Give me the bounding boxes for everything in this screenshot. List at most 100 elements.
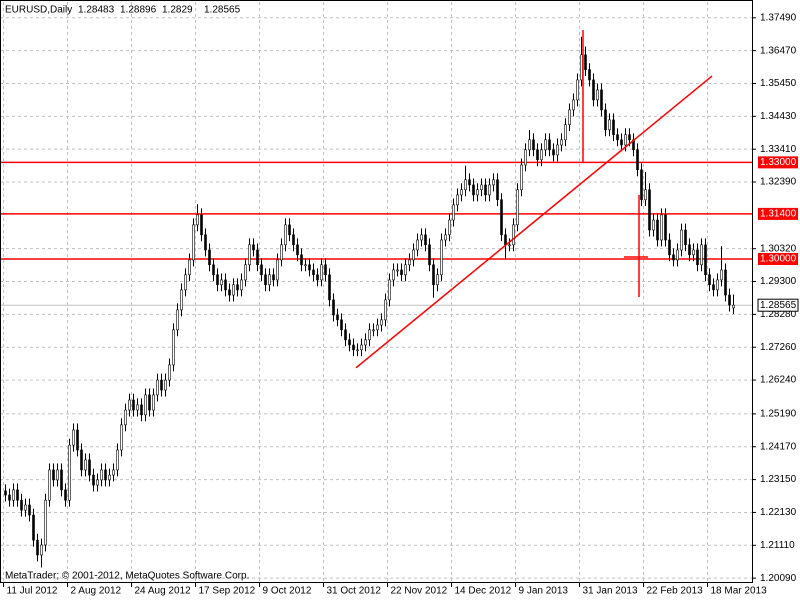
candle-body xyxy=(548,139,551,151)
candle-body xyxy=(484,184,487,196)
candle-body xyxy=(268,274,271,286)
candle-body xyxy=(504,234,507,246)
candle-body xyxy=(132,399,135,411)
candle-body xyxy=(692,249,695,256)
candle-body xyxy=(560,139,563,146)
candle-body xyxy=(528,139,531,151)
candle-body xyxy=(624,134,627,146)
candle-body xyxy=(696,249,699,266)
candle-body xyxy=(200,214,203,236)
candle-body xyxy=(712,284,715,291)
candle-body xyxy=(224,279,227,291)
candle-body xyxy=(564,124,567,141)
y-tick-label: 1.32390 xyxy=(760,177,797,188)
candle-body xyxy=(244,264,247,281)
y-tick-label: 1.36470 xyxy=(760,45,797,56)
candle-body xyxy=(676,249,679,261)
y-tick-label: 1.29300 xyxy=(760,276,797,287)
candle-body xyxy=(620,139,623,146)
candle-body xyxy=(136,404,139,411)
candle-body xyxy=(320,264,323,281)
candle-body xyxy=(80,449,83,471)
candle-body xyxy=(344,329,347,341)
candle-body xyxy=(168,364,171,381)
candle-body xyxy=(84,459,87,471)
y-tick-label: 1.28280 xyxy=(760,309,797,320)
candle-body xyxy=(448,219,451,236)
candle-body xyxy=(520,164,523,191)
candle-body xyxy=(100,469,103,481)
candle-body xyxy=(140,404,143,416)
candle-body xyxy=(376,324,379,331)
candle-body xyxy=(612,119,615,135)
candle-body xyxy=(324,264,327,276)
candle-body xyxy=(644,189,647,201)
candle-body xyxy=(428,244,431,266)
candle-body xyxy=(384,299,387,321)
candle-body xyxy=(684,229,687,246)
candle-body xyxy=(524,149,527,166)
x-tick-label: 18 Mar 2013 xyxy=(711,586,768,597)
candle-body xyxy=(660,214,663,241)
candle-body xyxy=(592,79,595,101)
last-price-label: 1.28565 xyxy=(760,300,797,311)
y-tick-label: 1.25190 xyxy=(760,409,797,420)
candle-body xyxy=(364,339,367,346)
candle-body xyxy=(464,179,467,191)
candle-body xyxy=(116,449,119,471)
candle-body xyxy=(228,289,231,296)
candle-body xyxy=(152,394,155,411)
x-tick-label: 24 Aug 2012 xyxy=(135,586,192,597)
candle-body xyxy=(164,379,167,391)
candle-body xyxy=(408,259,411,266)
y-tick-label: 1.20090 xyxy=(760,573,797,584)
candle-body xyxy=(576,79,579,101)
candle-body xyxy=(380,319,383,326)
candle-body xyxy=(124,409,127,426)
candle-body xyxy=(172,329,175,366)
x-tick-label: 17 Sep 2012 xyxy=(199,586,256,597)
x-tick-label: 11 Jul 2012 xyxy=(7,586,58,597)
candle-body xyxy=(296,244,299,256)
candle-body xyxy=(636,149,639,171)
candle-body xyxy=(516,189,519,226)
candle-body xyxy=(640,169,643,201)
x-tick-label: 31 Jan 2013 xyxy=(583,586,638,597)
candle-body xyxy=(540,149,543,161)
candle-body xyxy=(500,199,503,236)
candle-body xyxy=(284,224,287,246)
candle-body xyxy=(616,134,619,141)
candle-body xyxy=(580,54,583,81)
candle-body xyxy=(392,269,395,281)
candle-body xyxy=(48,469,51,501)
candle-body xyxy=(60,469,63,491)
candle-body xyxy=(52,469,55,481)
candle-body xyxy=(336,314,339,321)
candle-body xyxy=(492,179,495,186)
candle-body xyxy=(452,204,455,221)
candle-body xyxy=(312,269,315,276)
candle-body xyxy=(404,264,407,276)
candle-body xyxy=(708,274,711,286)
candle-body xyxy=(32,514,35,541)
level-label: 1.30000 xyxy=(760,254,797,265)
candle-body xyxy=(20,499,23,511)
candle-body xyxy=(544,139,547,151)
candle-body xyxy=(72,429,75,446)
candle-body xyxy=(184,274,187,291)
candle-body xyxy=(568,109,571,125)
candle-body xyxy=(68,444,71,501)
candle-body xyxy=(596,89,599,101)
candle-body xyxy=(260,264,263,276)
candle-body xyxy=(356,349,359,352)
candle-body xyxy=(432,264,435,286)
candle-body xyxy=(288,224,291,236)
candle-body xyxy=(508,244,511,247)
candle-body xyxy=(456,194,459,206)
candle-body xyxy=(420,234,423,241)
candle-body xyxy=(112,469,115,476)
candle-body xyxy=(372,329,375,332)
candle-body xyxy=(724,269,727,296)
